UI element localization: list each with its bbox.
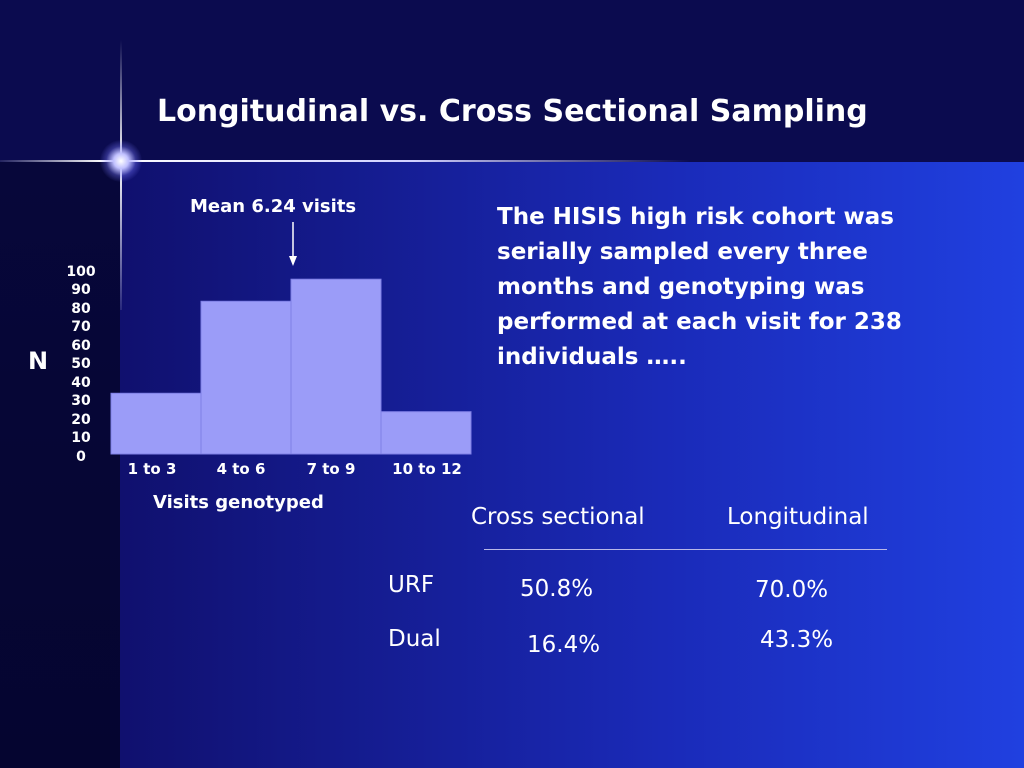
x-tick-label: 10 to 12: [392, 460, 462, 478]
x-tick-label: 7 to 9: [306, 460, 356, 478]
background-top-band: [0, 0, 1024, 162]
y-tick-label: 70: [71, 319, 91, 335]
slide-title: Longitudinal vs. Cross Sectional Samplin…: [157, 94, 868, 129]
mean-annotation: Mean 6.24 visits: [190, 196, 357, 217]
cell-dual-longitudinal: 43.3%: [760, 627, 834, 653]
y-tick-label: 50: [71, 356, 91, 372]
bar-7-to-9: [290, 278, 382, 455]
y-axis-label: N: [28, 347, 49, 375]
cell-urf-longitudinal: 70.0%: [755, 577, 829, 603]
y-tick-label: 20: [71, 412, 91, 428]
y-tick-label: 60: [71, 338, 91, 354]
column-header-longitudinal: Longitudinal: [727, 504, 869, 530]
y-tick-label: 10: [71, 430, 91, 446]
y-tick-label: 0: [76, 449, 86, 465]
y-tick-label: 100: [66, 264, 96, 280]
x-tick-label: 1 to 3: [127, 460, 177, 478]
x-axis-label: Visits genotyped: [153, 492, 324, 513]
y-tick-label: 90: [71, 282, 91, 298]
bar-4-to-6: [200, 300, 292, 455]
y-tick-label: 80: [71, 301, 91, 317]
cell-dual-cross-sectional: 16.4%: [527, 632, 601, 658]
annotation-arrow-head-icon: [289, 256, 297, 266]
background-left-band: [0, 162, 120, 768]
bar-10-to-12: [380, 411, 472, 455]
star-glow-icon: [100, 140, 142, 182]
bar-1-to-3: [110, 392, 202, 455]
row-label-dual: Dual: [388, 626, 441, 652]
header-divider: [484, 549, 887, 550]
y-tick-label: 30: [71, 393, 91, 409]
cell-urf-cross-sectional: 50.8%: [520, 576, 594, 602]
description-paragraph: The HISIS high risk cohort was serially …: [497, 204, 902, 370]
background-main-panel: [120, 162, 1024, 768]
x-tick-label: 4 to 6: [216, 460, 266, 478]
row-label-urf: URF: [388, 572, 435, 598]
column-header-cross-sectional: Cross sectional: [471, 504, 645, 530]
y-tick-label: 40: [71, 375, 91, 391]
decorative-horizontal-line: [0, 160, 690, 162]
